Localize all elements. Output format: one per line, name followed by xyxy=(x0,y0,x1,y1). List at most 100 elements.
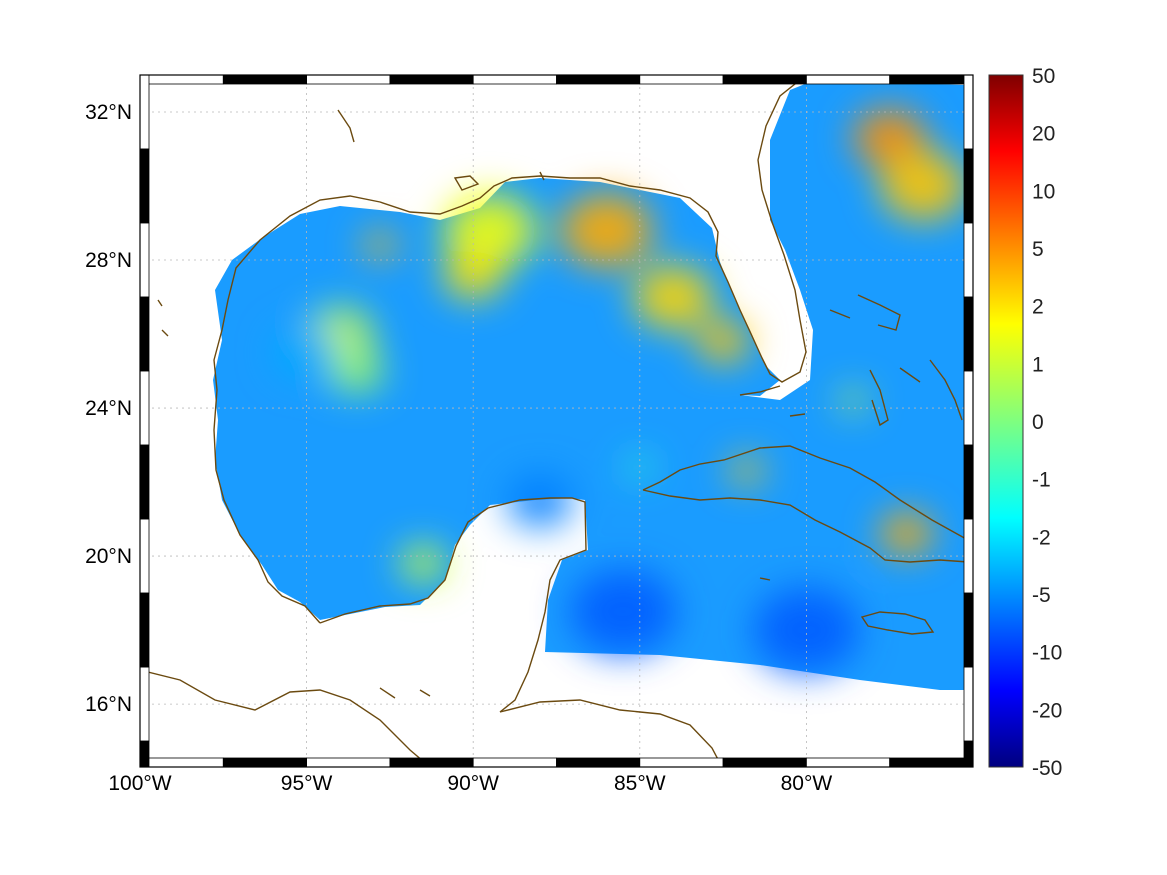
frame-segment-right xyxy=(963,74,974,150)
map-frame xyxy=(139,74,974,768)
anomaly-field xyxy=(213,80,967,690)
anomaly-patch xyxy=(569,568,677,655)
frame-segment-bottom xyxy=(639,757,724,768)
longitude-tick-label: 95°W xyxy=(281,772,333,795)
frame-segment-bottom xyxy=(722,757,807,768)
frame-segment-right xyxy=(963,148,974,224)
anomaly-patch xyxy=(506,473,574,528)
colorbar-tick-label: 5 xyxy=(1032,238,1044,261)
anomaly-patch xyxy=(853,108,927,168)
colorbar-tick-label: 0 xyxy=(1032,411,1044,434)
frame-segment-right xyxy=(963,740,974,768)
coastline-gulf-mainland xyxy=(213,75,816,624)
anomaly-patch xyxy=(879,151,967,221)
longitude-tick-label: 80°W xyxy=(781,772,833,795)
colorbar-gradient xyxy=(988,74,1024,768)
colorbar-tick-label: 20 xyxy=(1032,123,1055,146)
coastline-yucatan xyxy=(319,497,587,713)
frame-segment-bottom xyxy=(472,757,557,768)
anomaly-patch xyxy=(626,456,654,478)
coastline-cuba xyxy=(642,445,969,563)
anomaly-patch xyxy=(633,265,714,330)
colorbar-tick-label: 50 xyxy=(1032,65,1055,88)
longitude-tick-label: 90°W xyxy=(447,772,499,795)
longitude-tick-labels: 100°W 95°W 90°W 85°W 80°W xyxy=(108,772,832,795)
anomaly-patch xyxy=(696,320,750,363)
anomaly-patch xyxy=(399,544,447,583)
anomaly-patch xyxy=(729,457,764,485)
latitude-tick-label: 16°N xyxy=(85,693,132,716)
coastline-florida-keys xyxy=(739,385,806,417)
frame-segment-left xyxy=(139,370,150,446)
anomaly-patch xyxy=(839,389,867,412)
coastline-jamaica xyxy=(860,611,935,635)
frame-segment-right xyxy=(963,222,974,298)
frame-segment-left xyxy=(139,740,150,768)
colorbar-tick-label: -5 xyxy=(1032,584,1051,607)
colorbar-tick-label: -1 xyxy=(1032,469,1051,492)
colorbar-tick-label: -10 xyxy=(1032,642,1062,665)
latitude-tick-label: 28°N xyxy=(85,249,132,272)
coastlines xyxy=(140,75,969,767)
frame-segment-left xyxy=(139,444,150,520)
frame-segment-bottom xyxy=(389,757,474,768)
colorbar-tick-label: 10 xyxy=(1032,180,1055,203)
frame-segment-right xyxy=(963,592,974,668)
gulf-base-fill xyxy=(213,80,965,690)
frame-segment-bottom xyxy=(139,757,224,768)
frame-segment-right xyxy=(963,666,974,742)
anomaly-patch xyxy=(329,349,384,393)
frame-border xyxy=(139,74,974,768)
frame-segment-left xyxy=(139,74,150,150)
frame-segment-top xyxy=(889,74,974,85)
frame-segment-left xyxy=(139,296,150,372)
longitude-tick-label: 85°W xyxy=(614,772,666,795)
frame-segment-right xyxy=(963,370,974,446)
coastline-bahamas xyxy=(829,294,963,427)
frame-segment-bottom xyxy=(889,757,974,768)
latitude-tick-label: 24°N xyxy=(85,397,132,420)
frame-segment-top xyxy=(306,74,391,85)
frame-segment-left xyxy=(139,222,150,298)
anomaly-patches xyxy=(273,108,967,673)
latitude-tick-label: 32°N xyxy=(85,101,132,124)
frame-segment-right xyxy=(963,296,974,372)
frame-segment-top xyxy=(472,74,557,85)
anomaly-patch xyxy=(879,512,934,556)
frame-segment-right xyxy=(963,444,974,520)
coastline-honduras xyxy=(499,699,723,767)
frame-segment-top xyxy=(139,74,224,85)
frame-segment-top xyxy=(806,74,891,85)
anomaly-patch xyxy=(559,193,654,268)
frame-segment-top xyxy=(639,74,724,85)
colorbar-tick-label: 1 xyxy=(1032,353,1044,376)
frame-segment-bottom xyxy=(556,757,641,768)
frame-segment-left xyxy=(139,666,150,742)
frame-segment-bottom xyxy=(306,757,391,768)
frame-segment-left xyxy=(139,518,150,594)
frame-segment-top xyxy=(389,74,474,85)
anomaly-patch xyxy=(443,193,537,268)
frame-segment-top xyxy=(222,74,308,85)
colorbar-tick-label: -2 xyxy=(1032,526,1051,549)
frame-segment-left xyxy=(139,592,150,668)
coastline-small-islands xyxy=(157,109,771,699)
frame-segment-right xyxy=(963,518,974,594)
latitude-tick-label: 20°N xyxy=(85,545,132,568)
frame-segment-left xyxy=(139,148,150,224)
anomaly-patch xyxy=(363,231,397,259)
frame-segment-top xyxy=(722,74,807,85)
frame-segment-top xyxy=(556,74,641,85)
colorbar-tick-label: -20 xyxy=(1032,699,1062,722)
latitude-tick-labels: 32°N 28°N 24°N 20°N 16°N xyxy=(85,101,132,716)
colorbar-tick-label: -50 xyxy=(1032,757,1062,780)
coastline-central-america xyxy=(140,669,431,767)
longitude-tick-label: 100°W xyxy=(108,772,171,795)
anomaly-patch xyxy=(753,587,860,673)
frame-segment-bottom xyxy=(806,757,891,768)
frame-segment-bottom xyxy=(222,757,308,768)
colorbar-tick-label: 2 xyxy=(1032,296,1044,319)
